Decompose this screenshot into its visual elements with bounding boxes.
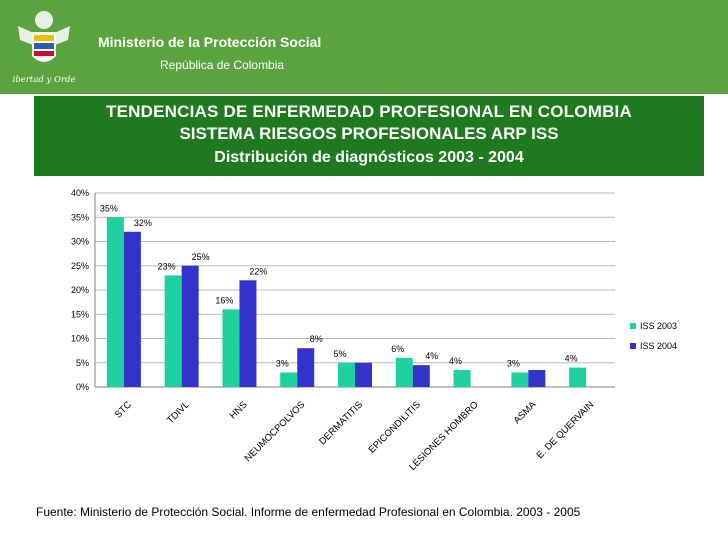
republic-name: República de Colombia [160,58,285,72]
bar [106,217,124,387]
y-tick-label: 15% [71,309,89,319]
data-label: 23% [158,261,176,271]
x-tick-label: DERMATITIS [317,399,365,447]
bar-chart: 0% 5% 10% 15% 20% 25% 30% 35% 40% 35% 32% STC 23% 25%… [71,188,677,473]
y-tick-label: 25% [71,261,89,271]
bar [222,309,240,387]
data-label: 3% [276,358,289,368]
title-line-1: TENDENCIAS DE ENFERMEDAD PROFESIONAL EN … [106,102,632,121]
bar [181,265,199,387]
bar [164,275,182,387]
bar [123,231,141,387]
y-tick-label: 20% [71,285,89,295]
data-label: 4% [565,354,578,364]
x-tick-label: ASMA [512,399,539,426]
title-line-3: Distribución de diagnósticos 2003 - 2004 [214,149,524,166]
data-label: 32% [134,218,152,228]
data-label: 4% [425,351,438,361]
legend-label: ISS 2003 [640,321,677,331]
data-label: 6% [391,344,404,354]
data-label: 5% [333,349,346,359]
header-banner: Libertad y Orden Ministerio de la Protec… [0,0,728,94]
bar [453,370,471,387]
ministry-name: Ministerio de la Protección Social [98,34,322,50]
data-label: 35% [100,203,118,213]
y-tick-label: 10% [71,334,89,344]
bar [338,362,355,387]
coat-of-arms-icon: Libertad y Orden [12,11,76,85]
data-label: 25% [192,252,210,262]
title-line-2: SISTEMA RIESGOS PROFESIONALES ARP ISS [179,124,559,143]
bar [511,372,529,387]
data-label: 4% [449,356,462,366]
x-tick-label: TDIVL [165,399,192,426]
bar [239,280,257,387]
y-tick-label: 0% [76,382,89,392]
x-tick-label: HNS [228,399,250,421]
title-box: TENDENCIAS DE ENFERMEDAD PROFESIONAL EN … [34,96,704,176]
data-label: 8% [310,334,323,344]
legend-swatch [630,343,636,349]
x-tick-label: EPICONDILITIS [367,399,423,455]
data-label: 16% [215,295,233,305]
data-label: 3% [507,358,520,368]
source-note: Fuente: Ministerio de Protección Social.… [36,505,581,519]
y-tick-label: 5% [76,358,89,368]
x-tick-label: STC [113,399,134,420]
bar [280,372,298,387]
bar [569,367,587,387]
y-tick-label: 35% [71,212,89,222]
bar [395,357,413,387]
bar [297,348,315,387]
bar [412,365,430,387]
y-tick-label: 40% [71,188,89,198]
bar [355,362,372,387]
y-tick-label: 30% [71,237,89,247]
x-tick-label: E. DE QUERVAIN [535,399,597,461]
legend-label: ISS 2004 [640,341,677,351]
legend-swatch [630,323,636,329]
x-tick-label: NEUMOCPOLVOS [243,399,308,464]
motto-text: Libertad y Orden [12,75,76,85]
bar [528,370,546,387]
data-label: 22% [249,266,267,276]
